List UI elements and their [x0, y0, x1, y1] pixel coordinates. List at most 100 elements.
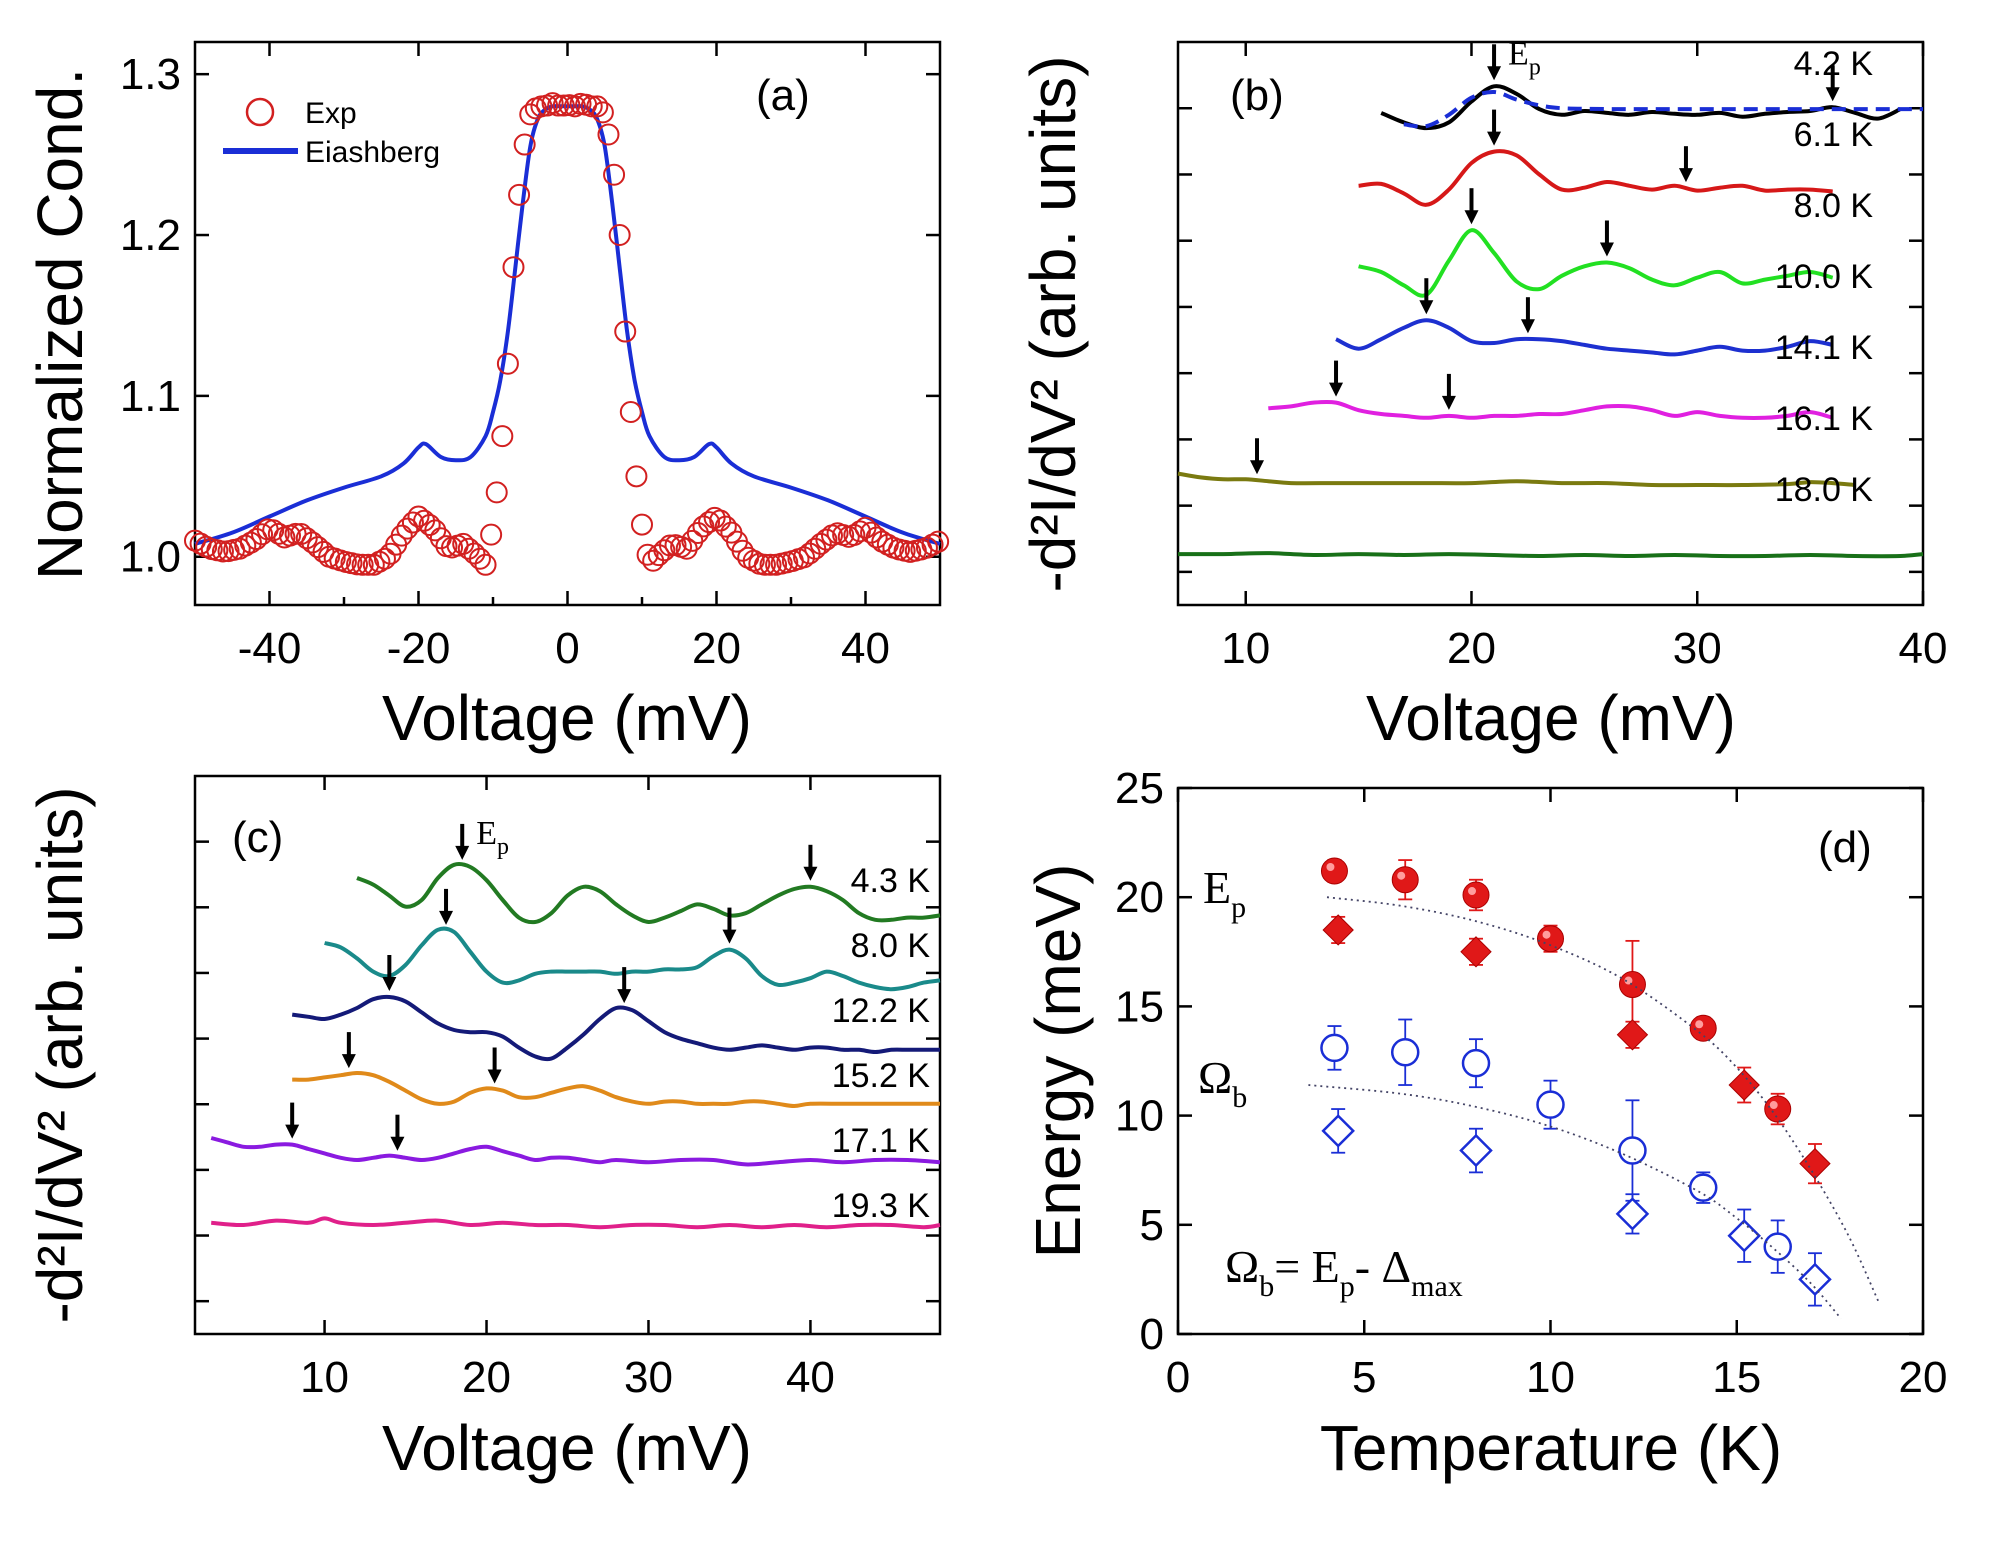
ep-annotation-sub: p [497, 834, 509, 860]
exp-point [915, 536, 938, 559]
exp-point [480, 523, 503, 546]
b-diamonds-point [1321, 1114, 1355, 1148]
series-16-1-k-line [1177, 471, 1856, 488]
peak-arrow-head [487, 1069, 502, 1084]
panel-a-data [184, 92, 950, 576]
exp-point [714, 515, 737, 538]
series-17-1-k-line [210, 1136, 941, 1167]
ep-annotation-main: E [476, 815, 497, 852]
exp-point [675, 537, 698, 560]
ep-circles-b-point [1764, 1095, 1792, 1123]
exp-point [267, 522, 290, 545]
exp-point [653, 539, 676, 562]
exp-point [591, 101, 614, 124]
peak-arrow-head [1825, 87, 1840, 102]
exp-point [619, 400, 642, 423]
ep-circles-b-point-highlight [1624, 976, 1633, 985]
exp-point [580, 95, 603, 118]
exp-point [681, 529, 704, 552]
panel-b-frame [1176, 40, 1925, 607]
series-8-0-k-label: 8.0 K [851, 927, 931, 965]
x-tick-label: 20 [1447, 624, 1496, 673]
exp-point [362, 553, 385, 576]
exp-point [519, 103, 542, 126]
exp-point [642, 549, 665, 572]
exp-point [547, 94, 570, 117]
panel-a-ylabel: Normalized Cond. [24, 68, 96, 580]
exp-point [843, 524, 866, 547]
panel-d-label: (d) [1818, 823, 1872, 872]
peak-arrow-head [285, 1124, 300, 1139]
series-18-0-k-label: 18.0 K [1775, 471, 1874, 509]
peak-arrow-head [1599, 242, 1614, 257]
peak-arrow-head [1487, 131, 1502, 146]
ep-circles-b-point-highlight [1769, 1101, 1778, 1110]
x-tick-label: 0 [555, 624, 579, 673]
exp-point [815, 528, 838, 551]
ep-circles-b-point-highlight [1326, 862, 1335, 871]
exp-point [418, 513, 441, 536]
exp-point [234, 534, 257, 557]
panel-c-data: 4.3 K Ep 8.0 K 12.2 K 15.2 K 17.1 K 19.3 K [210, 815, 941, 1230]
peak-arrow-head [439, 910, 454, 925]
y-tick-label: 1.3 [120, 50, 181, 99]
y-tick-label: 1.1 [120, 372, 181, 421]
ep-circles-b-point [1537, 925, 1564, 953]
exp-point [698, 511, 721, 534]
exp-point [251, 523, 274, 546]
peak-arrow-head [455, 845, 470, 860]
ep-annotation-main: E [1508, 35, 1529, 72]
exp-point [407, 505, 430, 528]
x-tick-label: 30 [1673, 624, 1722, 673]
series-14-1-k-label: 14.1 K [1775, 329, 1874, 367]
b-circles-point [1763, 1232, 1792, 1261]
exp-point [463, 542, 486, 565]
exp-point [865, 526, 888, 549]
x-tick-label: 5 [1352, 1353, 1376, 1402]
formula-omega-b: Ωb= Ep- Δmax [1225, 1241, 1463, 1303]
panel-b-ticks: 10 20 30 40 [1178, 42, 1947, 673]
series-8-0-k-line [1358, 228, 1834, 298]
panel-d-data [1308, 857, 1880, 1320]
peak-arrow-head [722, 929, 737, 944]
peak-arrow-head [1441, 395, 1456, 410]
exp-point [390, 524, 413, 547]
peak-arrow-head [390, 1136, 405, 1151]
exp-point [373, 547, 396, 570]
peak-arrow-head [382, 977, 397, 991]
y-tick-label: 0 [1140, 1310, 1164, 1359]
legend-exp-label: Exp [305, 97, 357, 130]
series-15-2-k-label: 15.2 K [832, 1057, 931, 1095]
peak-arrow-head [1464, 210, 1479, 225]
panel-c-ticks: 10 20 30 40 [195, 776, 940, 1402]
peak-arrow-head [617, 989, 632, 1004]
peak-arrow-head [341, 1054, 356, 1069]
exp-point [295, 527, 318, 550]
ep-label: Ep [1203, 862, 1246, 924]
b-circles-point [1461, 1048, 1491, 1078]
series-6-1-k-line [1358, 149, 1833, 207]
exp-point [496, 352, 519, 375]
x-tick-label: 20 [1899, 1353, 1948, 1402]
ep-diamonds-c-point [1616, 1019, 1649, 1051]
y-tick-label: 15 [1115, 982, 1164, 1031]
panel-d-ticks: 0 5 10 15 20 0 5 10 15 20 25 [1115, 764, 1947, 1402]
ep-diamonds-c-point [1322, 914, 1354, 946]
x-tick-label: -20 [387, 624, 451, 673]
x-tick-label: 20 [462, 1353, 511, 1402]
x-tick-label: 15 [1712, 1353, 1761, 1402]
series-eiashberg-line [194, 104, 941, 546]
b-diamonds-point [1459, 1133, 1493, 1168]
b-circles-point [1390, 1038, 1420, 1067]
series-10-0-k-label: 10.0 K [1775, 258, 1874, 296]
ep-annotation-sub: p [1529, 54, 1541, 80]
y-tick-label: 25 [1115, 764, 1164, 813]
exp-point [927, 530, 950, 553]
x-tick-label: 10 [1221, 624, 1270, 673]
peak-arrow-head [803, 866, 818, 881]
panel-b-xlabel: Voltage (mV) [1366, 682, 1736, 754]
b-circles-point [1536, 1090, 1565, 1119]
x-tick-label: 30 [624, 1353, 673, 1402]
